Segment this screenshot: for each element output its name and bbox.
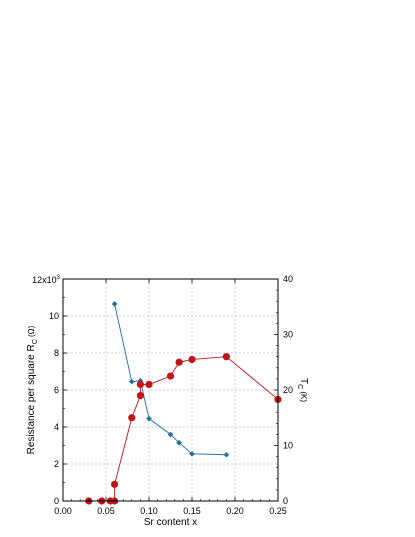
data-point-diamond	[189, 451, 195, 457]
data-point-circle	[128, 414, 136, 422]
data-point-diamond	[146, 415, 152, 422]
y-left-tick-label: 0	[54, 496, 59, 506]
y-left-tick-label: 8	[54, 348, 59, 358]
y-left-tick-label: 10	[49, 311, 59, 321]
x-tick-label: 0.10	[140, 506, 158, 516]
y-left-top-tick-label: 12x103	[32, 275, 61, 285]
y-right-tick-label: 10	[283, 441, 293, 451]
y-right-tick-label: 0	[283, 496, 288, 506]
y-left-tick-label: 2	[54, 459, 59, 469]
data-point-circle	[111, 480, 119, 488]
x-tick-label: 0.15	[183, 506, 201, 516]
y-right-tick-label: 30	[283, 330, 293, 340]
y-left-tick-label: 6	[54, 385, 59, 395]
x-tick-label: 0.05	[97, 506, 115, 516]
data-point-diamond	[223, 451, 230, 458]
y-right-tick-label: 40	[283, 274, 293, 284]
y-right-axis-label: TC (K)	[296, 378, 309, 402]
series-markers	[85, 301, 282, 505]
data-point-circle	[175, 358, 183, 366]
data-point-circle	[222, 353, 230, 361]
y-left-tick-label: 4	[54, 422, 59, 432]
data-point-circle	[188, 355, 196, 364]
x-axis-label: Sr content x	[144, 517, 197, 528]
data-point-circle	[145, 380, 153, 389]
data-point-diamond	[111, 301, 118, 307]
data-point-diamond	[129, 378, 135, 385]
series-line-right	[88, 356, 279, 502]
x-tick-label: 0.20	[226, 506, 244, 516]
grid-lines	[63, 279, 278, 501]
x-tick-label: 0.25	[269, 506, 287, 516]
data-point-circle	[166, 372, 175, 380]
series-lines	[88, 303, 279, 502]
data-point-circle	[136, 391, 144, 400]
y-right-tick-label: 20	[283, 385, 293, 395]
x-tick-label: 0.00	[54, 506, 72, 516]
data-point-diamond	[176, 439, 182, 446]
y-left-axis-label: Resistance per square RC (Ω)	[26, 325, 39, 454]
data-point-diamond	[167, 431, 174, 438]
data-point-circle	[136, 380, 144, 389]
